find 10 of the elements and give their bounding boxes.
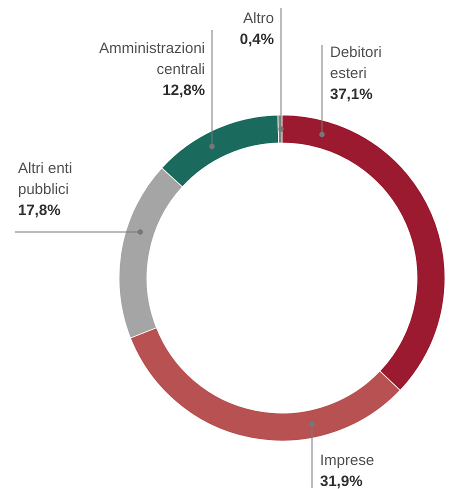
data-label: 31,9% — [320, 473, 363, 489]
slice-label: Altro — [243, 10, 274, 27]
slice-label: Amministrazioni centrali — [99, 40, 205, 78]
data-label: 17,8% — [18, 202, 61, 219]
slice-label: Imprese — [320, 452, 374, 469]
slice-label: Debitori esteri — [330, 44, 382, 82]
slice-label: Altri enti pubblici — [18, 160, 72, 198]
data-label: 0,4% — [240, 31, 274, 48]
data-label: 37,1% — [330, 86, 373, 103]
data-label: 12,8% — [162, 82, 205, 99]
